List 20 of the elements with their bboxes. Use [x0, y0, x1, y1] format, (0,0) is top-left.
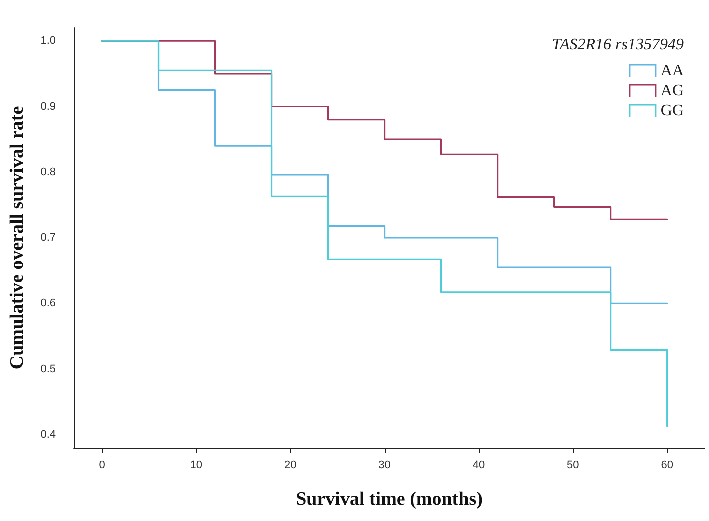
x-tick-label: 60: [661, 460, 674, 472]
x-tick-label: 50: [567, 460, 580, 472]
x-tick-label: 20: [284, 460, 297, 472]
y-tick-label: 0.6: [40, 298, 56, 310]
legend-label: GG: [660, 102, 684, 120]
y-tick-label: 0.7: [40, 232, 56, 244]
y-tick-label: 1.0: [40, 35, 56, 48]
y-tick-label: 0.9: [40, 100, 56, 113]
legend-label: AA: [660, 62, 684, 80]
y-tick-label: 0.5: [40, 363, 56, 376]
legend-label: AG: [660, 82, 684, 100]
y-tick-label: 0.4: [40, 428, 56, 441]
x-tick-label: 40: [472, 460, 486, 472]
y-tick-label: 0.8: [40, 166, 56, 178]
x-tick-label: 10: [190, 460, 203, 472]
x-axis-title: Survival time (months): [296, 489, 483, 510]
x-tick-label: 0: [99, 460, 106, 472]
legend-title: TAS2R16 rs1357949: [552, 36, 684, 54]
x-tick-label: 30: [378, 460, 391, 472]
y-axis-title: Cumulative overall survival rate: [7, 106, 28, 370]
